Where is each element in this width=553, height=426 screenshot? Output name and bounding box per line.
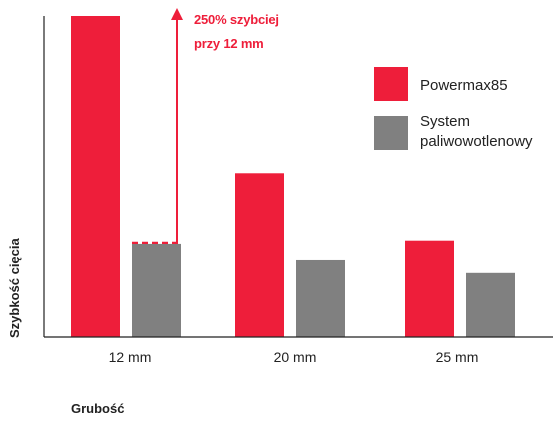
legend-label-oxyfuel-line-2: paliwowotlenowy <box>420 133 533 150</box>
annotation-text-line-2: przy 12 mm <box>194 36 264 51</box>
y-axis-title: Szybkość cięcia <box>7 238 22 338</box>
legend-label-oxyfuel-line-1: System <box>420 113 470 130</box>
bar-oxyfuel-12mm <box>132 243 181 337</box>
annotation: 250% szybciej przy 12 mm <box>132 8 279 245</box>
bar-powermax-25mm <box>405 240 454 337</box>
legend-swatch-oxyfuel <box>374 116 408 150</box>
annotation-text-line-1: 250% szybciej <box>194 12 279 27</box>
bars-layer <box>71 16 515 337</box>
x-tick-label: 20 mm <box>274 349 317 365</box>
x-axis-title: Grubość <box>71 401 124 416</box>
bar-powermax-20mm <box>235 173 284 337</box>
axes-layer <box>43 16 553 338</box>
legend: Powermax85 System paliwowotlenowy <box>374 67 533 150</box>
annotation-arrowhead <box>171 8 183 20</box>
bar-oxyfuel-25mm <box>466 272 515 337</box>
bar-powermax-12mm <box>71 16 120 337</box>
legend-swatch-powermax <box>374 67 408 101</box>
x-tick-label: 25 mm <box>436 349 479 365</box>
x-tick-label: 12 mm <box>109 349 152 365</box>
bar-oxyfuel-20mm <box>296 259 345 337</box>
x-tick-labels: 12 mm 20 mm 25 mm <box>109 349 479 365</box>
legend-label-powermax: Powermax85 <box>420 77 508 94</box>
